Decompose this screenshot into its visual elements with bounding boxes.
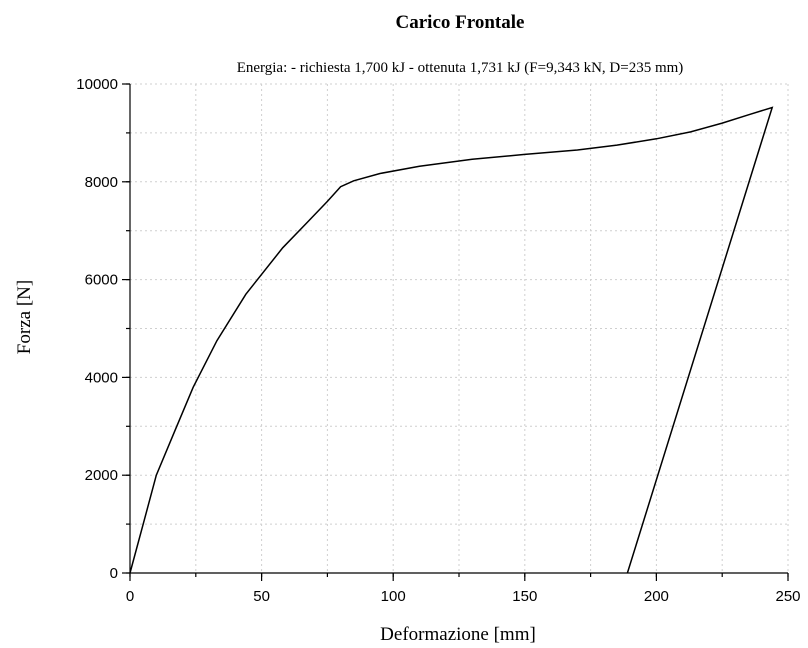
series-line <box>129 106 774 574</box>
y-axis-label: Forza [N] <box>14 280 35 354</box>
x-tick-label: 250 <box>775 588 800 605</box>
x-tick-label: 100 <box>381 588 406 605</box>
y-tick-label: 6000 <box>85 272 118 289</box>
y-tick-label: 8000 <box>85 174 118 191</box>
y-tick-label: 2000 <box>85 467 118 484</box>
x-tick-label: 200 <box>644 588 669 605</box>
x-tick-label: 150 <box>512 588 537 605</box>
ticks: 0 50 100 150 200 250 0 2000 4000 6000 8000 10000 <box>76 76 800 605</box>
y-tick-label: 0 <box>110 565 118 582</box>
x-tick-label: 50 <box>253 588 270 605</box>
grid <box>130 83 789 573</box>
x-tick-label: 0 <box>126 588 134 605</box>
y-tick-label: 10000 <box>76 76 118 93</box>
y-tick-label: 4000 <box>85 369 118 386</box>
series-layer <box>129 106 774 574</box>
chart-subtitle: Energia: - richiesta 1,700 kJ - ottenuta… <box>237 60 684 76</box>
x-axis-label: Deformazione [mm] <box>380 624 536 645</box>
chart-title: Carico Frontale <box>396 12 525 33</box>
